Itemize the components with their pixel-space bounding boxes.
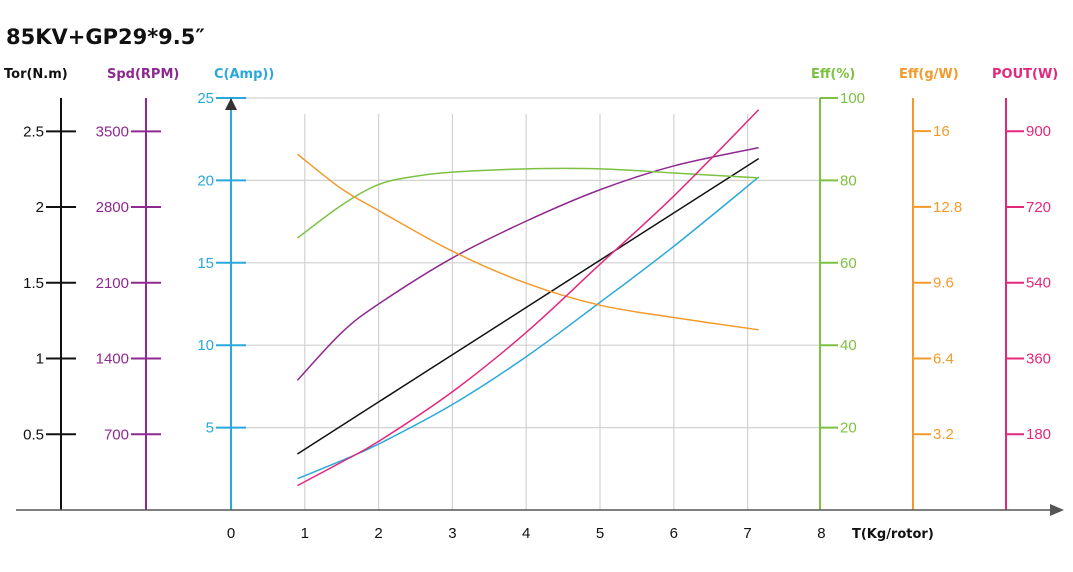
y-axis-eff: Eff(%) 20 40 60 80 100 — [811, 67, 865, 510]
y-tick-label-eff: 80 — [840, 172, 857, 189]
y-tick-label-effg: 16 — [933, 123, 950, 140]
y-tick-label-tor: 2 — [36, 199, 44, 216]
y-axis-spd: Spd(RPM) 700 1400 2100 2800 3500 — [96, 67, 179, 510]
y-tick-label-pout: 180 — [1026, 426, 1051, 443]
y-tick-label-eff: 40 — [840, 337, 857, 354]
series-line-effg — [296, 153, 759, 331]
y-tick-label-effg: 9.6 — [933, 275, 954, 292]
y-tick-label-tor: 0.5 — [23, 426, 44, 443]
y-tick-label-pout: 720 — [1026, 199, 1051, 216]
y-axis-title-effg: Eff(g/W) — [899, 67, 959, 82]
y-axis-amp: C(Amp)) 5 10 15 20 25 — [197, 67, 274, 510]
y-tick-label-eff: 100 — [840, 90, 865, 107]
series-line-amp — [297, 176, 760, 480]
grid — [231, 97, 822, 510]
x-axis-title: T(Kg/rotor) — [852, 527, 934, 542]
y-tick-label-eff: 60 — [840, 255, 857, 272]
x-tick-label: 8 — [817, 525, 825, 542]
y-tick-label-pout: 360 — [1026, 350, 1051, 367]
y-tick-label-amp: 15 — [197, 255, 214, 272]
series-line-tor — [297, 157, 760, 455]
y-axis-title-eff: Eff(%) — [811, 67, 855, 82]
y-axis-title-pout: POUT(W) — [992, 67, 1058, 82]
chart-title: 85KV+GP29*9.5″ — [6, 25, 205, 49]
y-tick-label-eff: 20 — [840, 420, 857, 437]
y-tick-label-amp: 20 — [197, 172, 214, 189]
y-tick-label-pout: 900 — [1026, 123, 1051, 140]
series-line-eff — [296, 167, 759, 239]
y-tick-label-spd: 1400 — [96, 351, 129, 368]
y-tick-label-pout: 540 — [1026, 275, 1051, 292]
y-tick-label-amp: 5 — [206, 420, 214, 437]
y-axis-title-amp: C(Amp)) — [214, 67, 274, 82]
y-axis-title-tor: Tor(N.m) — [4, 67, 68, 82]
y-axis-pout: POUT(W) 180 360 540 720 900 — [992, 67, 1058, 510]
x-axis: T(Kg/rotor) 0 1 2 3 4 5 6 7 8 — [16, 504, 1064, 542]
x-tick-label: 3 — [448, 525, 456, 542]
x-tick-label: 4 — [522, 525, 530, 542]
y-tick-label-amp: 25 — [197, 90, 214, 107]
series-line-pout — [297, 109, 760, 487]
y-tick-label-effg: 3.2 — [933, 426, 954, 443]
x-tick-label: 1 — [301, 525, 309, 542]
y-tick-label-amp: 10 — [197, 337, 214, 354]
x-axis-arrow — [1050, 504, 1064, 516]
x-tick-label: 5 — [596, 525, 604, 542]
y-axis-arrow — [225, 98, 237, 110]
series-lines — [296, 109, 760, 487]
y-tick-label-effg: 12.8 — [933, 199, 962, 216]
y-axis-effg: Eff(g/W) 3.2 6.4 9.6 12.8 16 — [899, 67, 962, 510]
x-tick-label: 6 — [670, 525, 678, 542]
y-tick-label-spd: 700 — [104, 426, 129, 443]
y-tick-label-effg: 6.4 — [933, 350, 954, 367]
x-tick-label: 7 — [743, 525, 751, 542]
y-axis-title-spd: Spd(RPM) — [107, 67, 179, 82]
series-line-spd — [296, 146, 759, 381]
y-tick-label-tor: 2.5 — [23, 123, 44, 140]
y-tick-label-spd: 3500 — [96, 123, 129, 140]
y-tick-label-spd: 2800 — [96, 199, 129, 216]
x-tick-label: 2 — [374, 525, 382, 542]
y-tick-label-tor: 1.5 — [23, 275, 44, 292]
axes: Tor(N.m) 0.5 1 1.5 2 2.5 Spd(RPM) 700 1400 2100 28… — [4, 67, 1058, 510]
y-tick-label-tor: 1 — [36, 351, 44, 368]
y-axis-tor: Tor(N.m) 0.5 1 1.5 2 2.5 — [4, 67, 76, 510]
y-tick-label-spd: 2100 — [96, 275, 129, 292]
x-tick-label: 0 — [227, 525, 235, 542]
